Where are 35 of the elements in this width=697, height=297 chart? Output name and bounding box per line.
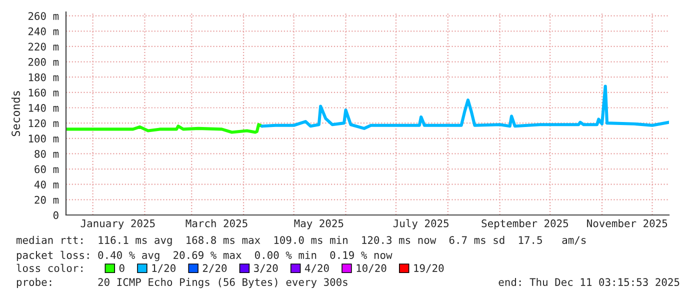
text: median rtt: 116.1 ms avg 168.8 ms max 109.0 ms min 120.3 ms now 6.7 ms sd 17.5 am/s [16,236,586,246]
x-tick-label: January 2025 [80,219,155,230]
y-tick-label: 240 m [28,27,59,36]
legend-label: 19/20 [414,264,444,273]
y-tick-label: 160 m [28,88,59,97]
y-tick-label: 200 m [28,58,59,66]
y-tick-label: 60 m [34,165,59,174]
y-tick-label: 20 m [34,196,59,204]
y-tick-label: 100 m [28,134,59,143]
x-tick-label: July 2025 [393,219,448,230]
legend-label: 1/20 [152,264,176,273]
x-tick-label: March 2025 [186,219,248,228]
text: packet loss: 0.40 % avg 20.69 % max 0.00 % min 0.19 % now [16,250,392,262]
y-tick-label: 40 m [34,180,59,188]
y-tick-label: 120 m [28,119,59,128]
y-axis-title: Seconds [11,91,20,136]
y-tick-label: 140 m [28,104,59,112]
line-series [260,84,669,130]
legend-label: 2/20 [202,264,227,273]
legend-label: 0 [119,264,124,272]
y-tick-label: 0 [53,211,58,220]
y-tick-label: 80 m [34,150,59,158]
text: probe: 20 ICMP Echo Pings (56 Bytes) every 300s [16,278,348,288]
legend-title: loss color: [16,264,82,272]
y-tick-label: 260 m [28,12,59,20]
line-series [66,123,264,134]
legend-label: 10/20 [356,264,386,273]
x-tick-label: May 2025 [294,219,344,230]
x-tick-label: September 2025 [482,219,568,230]
text: end: Thu Dec 11 03:15:53 2025 [498,278,680,286]
legend-label: 4/20 [304,264,329,273]
x-tick-label: November 2025 [587,219,668,228]
y-tick-label: 220 m [28,42,59,51]
y-tick-label: 180 m [28,73,59,82]
legend-label: 3/20 [254,264,278,273]
